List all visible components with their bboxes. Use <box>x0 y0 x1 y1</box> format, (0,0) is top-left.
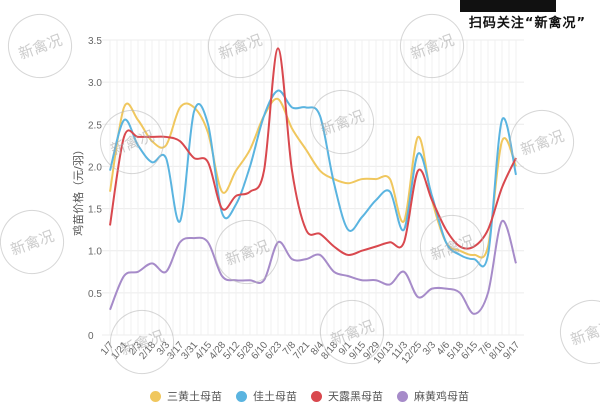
grid-lines <box>102 39 524 336</box>
y-tick-label: 1.5 <box>88 205 102 216</box>
series-line <box>109 47 517 257</box>
legend-color-icon <box>236 390 247 402</box>
legend-label: 天露黑母苗 <box>328 390 383 403</box>
chart-legend: 三黄土母苗 佳土母苗 天露黑母苗 麻黄鸡母苗 <box>150 388 469 404</box>
qr-code-image <box>460 0 556 12</box>
y-axis-label: 鸡苗价格（元/羽） <box>71 144 85 236</box>
legend-color-icon <box>311 390 322 402</box>
legend-item[interactable]: 天露黑母苗 <box>311 388 383 404</box>
legend-label: 佳土母苗 <box>253 390 297 403</box>
y-tick-label: 0 <box>88 331 94 342</box>
legend-color-icon <box>150 390 161 402</box>
y-tick-label: 1.0 <box>88 247 102 258</box>
series-line <box>109 89 517 268</box>
legend-label: 麻黄鸡母苗 <box>414 390 469 403</box>
y-tick-label: 3.5 <box>88 36 102 47</box>
y-tick-label: 0.5 <box>88 289 102 300</box>
y-axis-ticks: 0 0.5 1.0 1.5 2.0 2.5 3.0 3.5 <box>88 36 102 342</box>
series-line <box>109 220 517 315</box>
y-tick-label: 2.5 <box>88 120 102 131</box>
y-tick-label: 2.0 <box>88 162 102 173</box>
y-tick-label: 3.0 <box>88 78 102 89</box>
qr-caption: 扫码关注“新禽况” <box>468 16 586 31</box>
x-tick-label: 9/17 <box>501 340 522 362</box>
legend-label: 三黄土母苗 <box>167 390 222 403</box>
legend-item[interactable]: 麻黄鸡母苗 <box>397 388 469 404</box>
legend-item[interactable]: 佳土母苗 <box>236 388 297 404</box>
series-lines <box>109 47 517 315</box>
legend-color-icon <box>397 390 408 402</box>
legend-item[interactable]: 三黄土母苗 <box>150 388 222 404</box>
